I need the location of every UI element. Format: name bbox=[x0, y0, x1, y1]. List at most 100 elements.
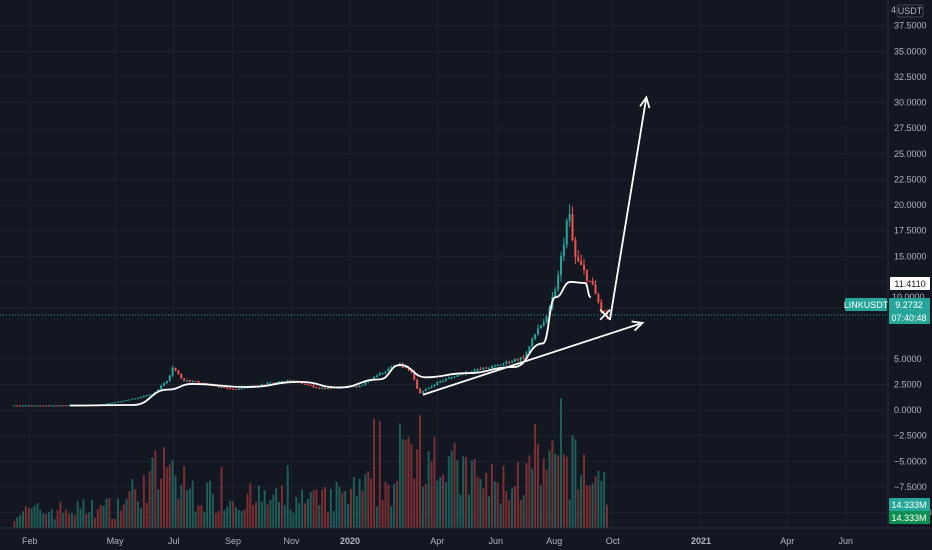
candle-body bbox=[490, 365, 493, 369]
candle-body bbox=[122, 400, 125, 402]
volume-bar bbox=[347, 503, 350, 528]
candle-body bbox=[559, 256, 562, 275]
user-drawings[interactable] bbox=[70, 95, 651, 407]
candle-body bbox=[162, 383, 165, 386]
price-tick-label: −5.0000 bbox=[894, 456, 927, 466]
volume-bar bbox=[180, 485, 183, 528]
candle-body bbox=[378, 373, 381, 376]
candle-body bbox=[306, 384, 309, 386]
volume-bar bbox=[114, 518, 117, 528]
candle-body bbox=[511, 361, 514, 363]
candle-body bbox=[36, 405, 39, 407]
candle-body bbox=[220, 387, 223, 389]
volume-bar bbox=[606, 504, 609, 528]
candle-body bbox=[439, 381, 442, 383]
candle-body bbox=[22, 405, 25, 407]
volume-bar bbox=[433, 436, 436, 528]
volume-bar bbox=[387, 484, 390, 528]
candle-body bbox=[119, 401, 122, 403]
volume-bar bbox=[301, 489, 304, 528]
candle-body bbox=[292, 380, 295, 382]
volume-bar bbox=[171, 460, 174, 528]
partial-top-tick: 4 bbox=[891, 5, 896, 15]
volume-bar bbox=[183, 466, 186, 528]
candle-body bbox=[139, 397, 142, 399]
volume-bar bbox=[361, 490, 364, 528]
volume-bar bbox=[551, 440, 554, 528]
candle-body bbox=[565, 221, 568, 245]
volume-bar bbox=[511, 488, 514, 528]
candle-body bbox=[364, 381, 367, 385]
candle-body bbox=[27, 405, 30, 407]
volume-bar bbox=[125, 498, 128, 528]
volume-bar bbox=[539, 485, 542, 528]
volume-bar bbox=[36, 503, 39, 528]
volume-bar bbox=[119, 510, 122, 528]
line-value-tag-text: 11.4110 bbox=[894, 279, 925, 289]
volume-bar bbox=[82, 499, 85, 528]
candle-body bbox=[522, 357, 525, 359]
volume-bar bbox=[234, 507, 237, 528]
volume-bar bbox=[79, 508, 82, 528]
target-arrow-head bbox=[639, 95, 651, 109]
price-tick-label: 2.5000 bbox=[894, 379, 922, 389]
volume-bar bbox=[597, 470, 600, 528]
currency-badge[interactable] bbox=[896, 4, 924, 18]
volume-bar bbox=[338, 487, 341, 528]
candle-body bbox=[280, 381, 283, 383]
target-arrow bbox=[609, 97, 648, 321]
volume-bar bbox=[99, 504, 102, 528]
volume-bar bbox=[367, 471, 370, 528]
candle-body bbox=[574, 239, 577, 258]
candle-body bbox=[39, 405, 42, 407]
candle-body bbox=[289, 380, 292, 382]
volume-bar bbox=[378, 421, 381, 528]
candle-body bbox=[597, 294, 600, 303]
candle-body bbox=[447, 377, 450, 379]
candle-body bbox=[577, 257, 580, 261]
volume-bar bbox=[525, 463, 528, 528]
volume-bar bbox=[542, 458, 545, 528]
volume-tag-1-text: 14.333M bbox=[891, 500, 926, 510]
volume-bar bbox=[206, 482, 209, 528]
candle-body bbox=[33, 405, 36, 407]
drawn-curve bbox=[70, 281, 592, 407]
candle-body bbox=[453, 376, 456, 378]
volume-bar bbox=[453, 442, 456, 528]
volume-bar bbox=[275, 487, 278, 528]
price-axis[interactable]: 37.5000 35.0000 32.5000 30.0000 27.5000 25.00… bbox=[894, 21, 932, 518]
grid-lines bbox=[0, 0, 888, 528]
symbol-tag bbox=[845, 298, 887, 311]
candle-body bbox=[68, 405, 71, 407]
volume-bar bbox=[493, 481, 496, 528]
volume-bar bbox=[266, 504, 269, 528]
volume-bar bbox=[306, 498, 309, 528]
candle-body bbox=[413, 371, 416, 380]
volume-bar bbox=[237, 509, 240, 528]
candle-body bbox=[568, 214, 571, 222]
candle-body bbox=[232, 388, 235, 390]
volume-bar bbox=[424, 484, 427, 528]
candle-body bbox=[536, 328, 539, 335]
volume-bar bbox=[122, 504, 125, 528]
volume-bar bbox=[476, 476, 479, 528]
candle-body bbox=[361, 384, 364, 386]
volume-bar bbox=[444, 482, 447, 528]
volume-bar bbox=[499, 503, 502, 528]
volume-bar bbox=[600, 480, 603, 528]
volume-bar bbox=[465, 456, 468, 528]
volume-bar bbox=[372, 418, 375, 528]
candle-body bbox=[191, 381, 194, 383]
volume-bar bbox=[519, 499, 522, 528]
candle-body bbox=[516, 359, 519, 361]
volume-bar bbox=[430, 461, 433, 528]
volume-bar bbox=[436, 480, 439, 528]
time-axis[interactable]: Feb May Jul Sep Nov 2020 Apr Jun Aug Oct 2021 Apr Ju… bbox=[22, 536, 853, 546]
candle-body bbox=[62, 405, 65, 407]
volume-tag-2 bbox=[889, 511, 930, 524]
volume-bar bbox=[321, 489, 324, 528]
price-tick-label: −2.5000 bbox=[894, 431, 927, 441]
volume-tag-1 bbox=[889, 498, 930, 511]
candle-body bbox=[493, 365, 496, 367]
